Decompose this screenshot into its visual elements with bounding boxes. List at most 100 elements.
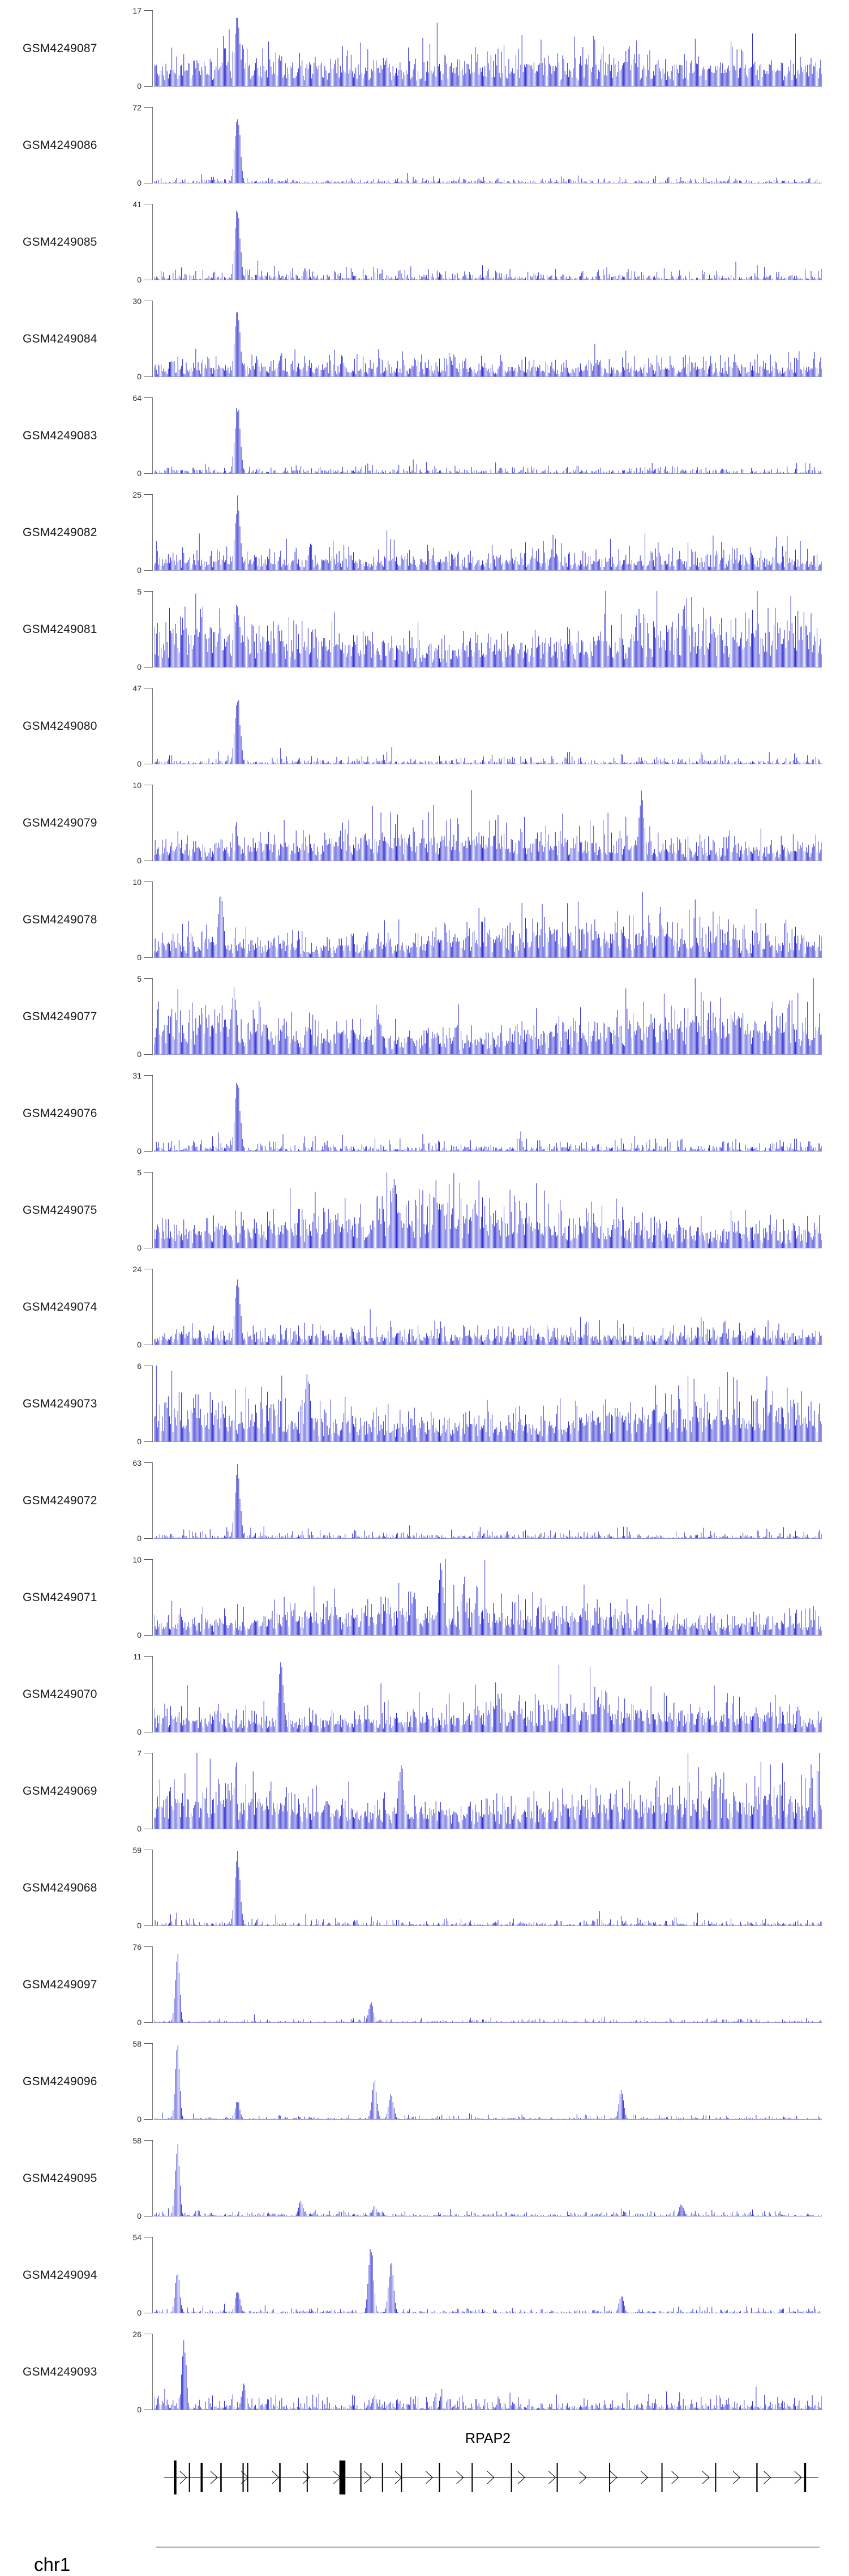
- track-y-axis: 54 0: [113, 2233, 154, 2317]
- y-axis-spine: [152, 1075, 153, 1152]
- y-axis-tick-min: [144, 1635, 153, 1636]
- track-y-axis: 17 0: [113, 7, 154, 90]
- track-coverage-plot[interactable]: [154, 785, 822, 861]
- coverage-track-gsm4249083[interactable]: GSM4249083 64 0: [0, 387, 849, 484]
- track-y-axis: 10 0: [113, 1556, 154, 1639]
- track-coverage-plot[interactable]: [154, 397, 822, 474]
- track-baseline: [154, 376, 822, 377]
- gene-name-label: RPAP2: [465, 2430, 511, 2446]
- y-axis-max-label: 58: [132, 2136, 142, 2145]
- y-axis-min-label: 0: [137, 759, 142, 768]
- track-sample-label: GSM4249085: [23, 235, 97, 249]
- y-axis-spine: [152, 1366, 153, 1442]
- coverage-track-gsm4249097[interactable]: GSM4249097 76 0: [0, 1936, 849, 2033]
- track-coverage-plot[interactable]: [154, 1753, 822, 1829]
- track-sample-label: GSM4249076: [23, 1106, 97, 1120]
- track-coverage-plot[interactable]: [154, 882, 822, 958]
- y-axis-spine: [152, 2237, 153, 2313]
- track-sample-label: GSM4249097: [23, 1978, 97, 1991]
- coverage-track-gsm4249084[interactable]: GSM4249084 30 0: [0, 290, 849, 387]
- track-coverage-plot[interactable]: [154, 1850, 822, 1926]
- track-coverage-plot[interactable]: [154, 1462, 822, 1539]
- track-coverage-plot[interactable]: [154, 10, 822, 87]
- coverage-track-gsm4249093[interactable]: GSM4249093 26 0: [0, 2323, 849, 2420]
- track-coverage-plot[interactable]: [154, 494, 822, 571]
- track-coverage-plot[interactable]: [154, 1656, 822, 1732]
- coverage-track-gsm4249094[interactable]: GSM4249094 54 0: [0, 2227, 849, 2323]
- coverage-track-gsm4249071[interactable]: GSM4249071 10 0: [0, 1549, 849, 1646]
- track-baseline: [154, 1635, 822, 1636]
- track-y-axis: 10 0: [113, 878, 154, 961]
- coverage-track-gsm4249086[interactable]: GSM4249086 72 0: [0, 97, 849, 194]
- y-axis-spine: [152, 1946, 153, 2023]
- track-coverage-plot[interactable]: [154, 591, 822, 667]
- track-coverage-plot[interactable]: [154, 301, 822, 377]
- y-axis-min-label: 0: [137, 2211, 142, 2220]
- y-axis-tick-min: [144, 1054, 153, 1055]
- y-axis-spine: [152, 301, 153, 377]
- track-y-axis: 58 0: [113, 2040, 154, 2123]
- track-coverage-plot[interactable]: [154, 1075, 822, 1152]
- coverage-track-gsm4249072[interactable]: GSM4249072 63 0: [0, 1452, 849, 1549]
- coverage-track-gsm4249081[interactable]: GSM4249081 5 0: [0, 581, 849, 678]
- y-axis-spine: [152, 204, 153, 280]
- track-y-axis: 31 0: [113, 1072, 154, 1156]
- coverage-track-gsm4249079[interactable]: GSM4249079 10 0: [0, 774, 849, 871]
- chromosome-name-label: chr1: [34, 2554, 71, 2575]
- coverage-track-gsm4249082[interactable]: GSM4249082 25 0: [0, 484, 849, 581]
- track-y-axis: 76 0: [113, 1943, 154, 2026]
- track-coverage-plot[interactable]: [154, 2334, 822, 2410]
- coverage-track-gsm4249070[interactable]: GSM4249070 11 0: [0, 1646, 849, 1743]
- track-sample-label: GSM4249079: [23, 816, 97, 829]
- coverage-track-gsm4249085[interactable]: GSM4249085 41 0: [0, 194, 849, 290]
- track-coverage-plot[interactable]: [154, 1946, 822, 2023]
- coverage-track-gsm4249075[interactable]: GSM4249075 5 0: [0, 1162, 849, 1259]
- y-axis-tick-min: [144, 2022, 153, 2023]
- coverage-track-gsm4249069[interactable]: GSM4249069 7 0: [0, 1743, 849, 1839]
- coverage-track-gsm4249074[interactable]: GSM4249074 24 0: [0, 1259, 849, 1355]
- track-y-axis: 47 0: [113, 684, 154, 768]
- track-baseline: [154, 1538, 822, 1539]
- track-coverage-plot[interactable]: [154, 2237, 822, 2313]
- y-axis-tick-max: [144, 1946, 153, 1947]
- track-y-axis: 64 0: [113, 394, 154, 477]
- y-axis-min-label: 0: [137, 566, 142, 575]
- coverage-track-gsm4249095[interactable]: GSM4249095 58 0: [0, 2130, 849, 2227]
- track-coverage-plot[interactable]: [154, 688, 822, 764]
- track-coverage-plot[interactable]: [154, 1366, 822, 1442]
- track-sample-label: GSM4249087: [23, 41, 97, 55]
- coverage-track-gsm4249068[interactable]: GSM4249068 59 0: [0, 1839, 849, 1936]
- gene-annotation-track: RPAP2: [0, 2420, 849, 2522]
- track-sample-label: GSM4249072: [23, 1494, 97, 1507]
- track-baseline: [154, 1925, 822, 1926]
- y-axis-max-label: 54: [132, 2233, 142, 2242]
- track-coverage-plot[interactable]: [154, 2043, 822, 2120]
- y-axis-spine: [152, 397, 153, 474]
- y-axis-tick-min: [144, 1151, 153, 1152]
- track-sample-label: GSM4249093: [23, 2365, 97, 2378]
- coverage-track-gsm4249080[interactable]: GSM4249080 47 0: [0, 678, 849, 774]
- coverage-track-gsm4249073[interactable]: GSM4249073 6 0: [0, 1355, 849, 1452]
- y-axis-min-label: 0: [137, 1146, 142, 1156]
- track-baseline: [154, 2022, 822, 2023]
- coverage-track-gsm4249078[interactable]: GSM4249078 10 0: [0, 871, 849, 968]
- y-axis-min-label: 0: [137, 1340, 142, 1349]
- track-baseline: [154, 1054, 822, 1055]
- coverage-track-gsm4249087[interactable]: GSM4249087 17 0: [0, 0, 849, 97]
- track-coverage-plot[interactable]: [154, 204, 822, 280]
- coverage-track-gsm4249077[interactable]: GSM4249077 5 0: [0, 968, 849, 1065]
- track-coverage-plot[interactable]: [154, 978, 822, 1055]
- track-coverage-plot[interactable]: [154, 1269, 822, 1345]
- coverage-track-gsm4249076[interactable]: GSM4249076 31 0: [0, 1065, 849, 1162]
- track-coverage-plot[interactable]: [154, 1172, 822, 1248]
- y-axis-max-label: 63: [132, 1458, 142, 1467]
- track-coverage-plot[interactable]: [154, 2140, 822, 2216]
- y-axis-spine: [152, 1462, 153, 1539]
- coverage-tracks-container: GSM4249087 17 0 GSM4249086 72 0 GSM4249085 41 0 G…: [0, 0, 849, 2420]
- track-baseline: [154, 570, 822, 571]
- coverage-track-gsm4249096[interactable]: GSM4249096 58 0: [0, 2033, 849, 2130]
- y-axis-max-label: 5: [137, 587, 142, 596]
- track-coverage-plot[interactable]: [154, 107, 822, 183]
- track-coverage-plot[interactable]: [154, 1559, 822, 1636]
- y-axis-max-label: 25: [132, 490, 142, 499]
